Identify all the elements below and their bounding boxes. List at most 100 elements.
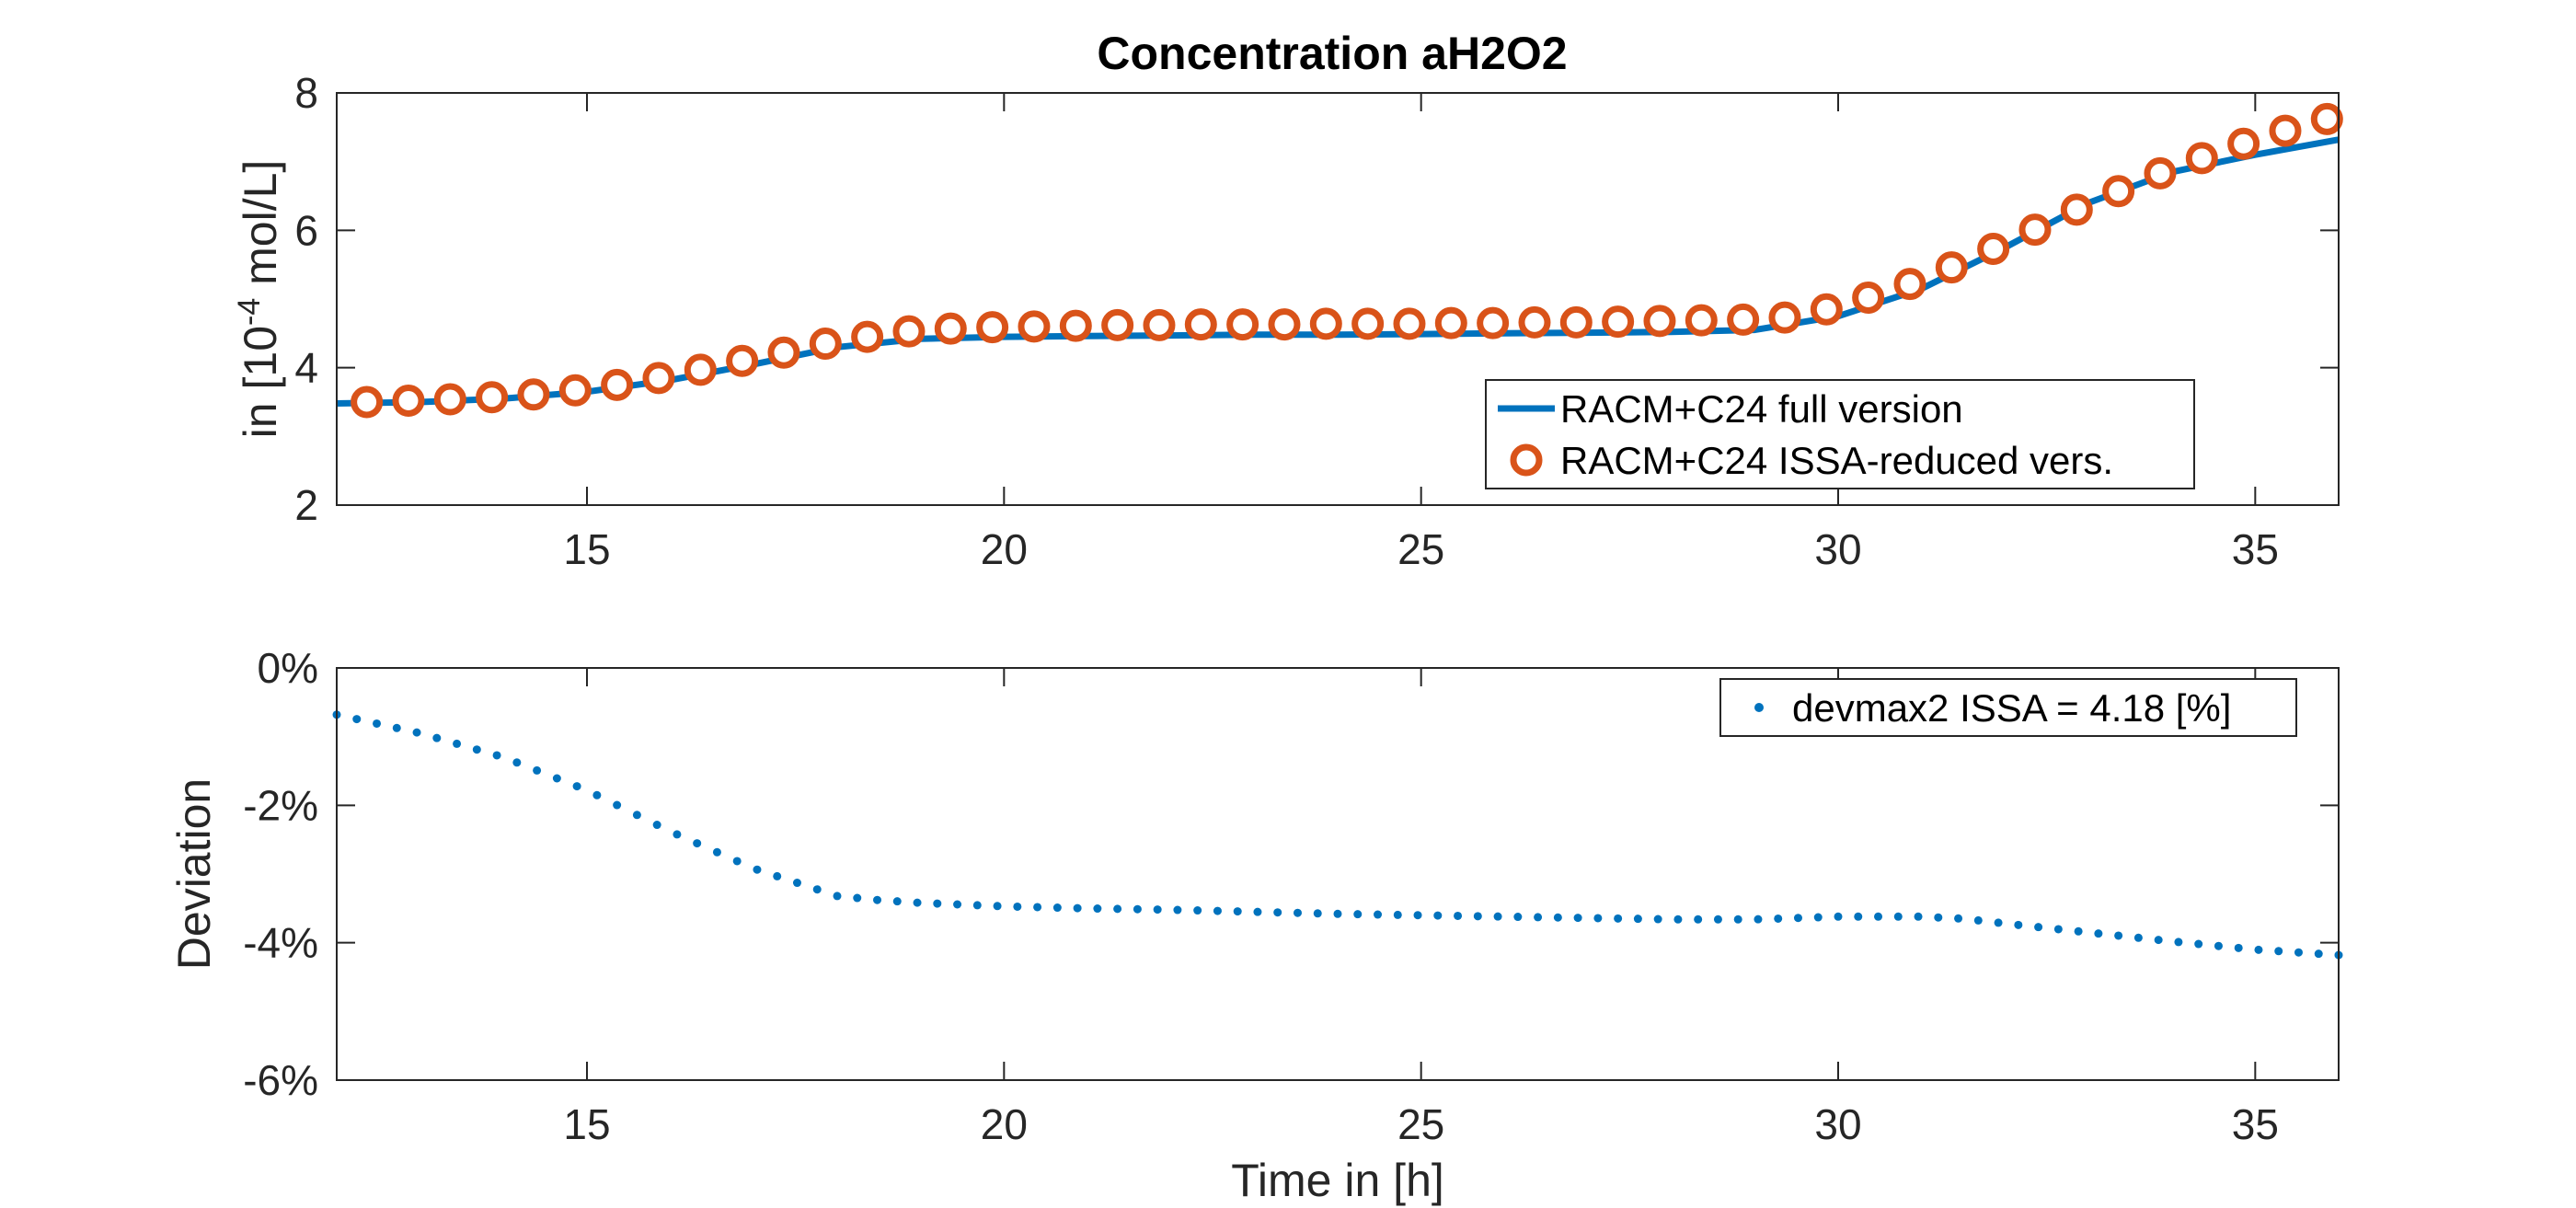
data-point-deviation (1073, 903, 1082, 913)
data-point-deviation (652, 821, 661, 830)
bottom-x-tick-label: 30 (1814, 1100, 1861, 1148)
data-point-deviation (1673, 915, 1683, 924)
data-point-deviation (2234, 943, 2243, 952)
data-point-deviation (1052, 903, 1062, 913)
top-legend: RACM+C24 full version RACM+C24 ISSA-redu… (1485, 379, 2195, 489)
data-point-reduced (2269, 114, 2302, 147)
top-x-tick-label: 20 (981, 525, 1028, 573)
data-point-deviation (1893, 912, 1903, 921)
data-point-reduced (726, 344, 759, 377)
data-point-deviation (1213, 906, 1222, 915)
data-point-deviation (412, 728, 421, 737)
data-point-deviation (613, 800, 622, 810)
data-point-reduced (1184, 308, 1217, 341)
data-point-deviation (1193, 906, 1202, 915)
bottom-y-tick-label: -2% (243, 781, 318, 829)
data-point-reduced (1059, 309, 1092, 342)
bottom-axes-frame (336, 667, 2340, 1081)
data-point-deviation (792, 879, 801, 888)
data-point-deviation (1253, 907, 1262, 916)
x-axis-label: Time in [h] (1231, 1155, 1444, 1206)
bottom-legend-box (1719, 678, 2297, 737)
data-point-reduced (1518, 305, 1551, 339)
data-point-reduced (684, 353, 717, 386)
data-point-deviation (453, 739, 462, 748)
data-point-deviation (1273, 908, 1282, 917)
data-point-deviation (1553, 913, 1562, 922)
data-point-deviation (1994, 918, 2003, 927)
data-point-reduced (809, 328, 842, 361)
data-point-deviation (673, 830, 682, 839)
data-point-deviation (492, 751, 501, 760)
data-point-deviation (1774, 914, 1783, 923)
data-point-deviation (1614, 914, 1623, 923)
top-axes-frame (336, 92, 2340, 506)
data-point-deviation (1834, 912, 1843, 921)
data-point-deviation (1813, 913, 1823, 922)
data-point-deviation (712, 847, 721, 857)
data-point-reduced (1309, 307, 1342, 340)
data-point-deviation (1754, 915, 1763, 924)
data-point-reduced (1810, 293, 1843, 326)
data-point-deviation (472, 745, 481, 754)
data-point-deviation (2214, 941, 2223, 950)
data-point-deviation (1874, 912, 1883, 921)
data-point-deviation (632, 811, 641, 820)
data-point-deviation (1633, 915, 1642, 924)
top-y-tick-label: 2 (294, 481, 318, 529)
data-point-deviation (812, 885, 822, 894)
data-point-deviation (512, 758, 522, 767)
series-line-full-version (336, 136, 2340, 407)
data-point-deviation (732, 857, 742, 866)
data-point-reduced (1935, 251, 1968, 284)
data-point-deviation (352, 715, 362, 724)
data-point-reduced (1268, 308, 1301, 341)
data-point-reduced (2310, 102, 2343, 135)
data-point-deviation (2314, 949, 2323, 959)
data-point-deviation (1733, 915, 1742, 924)
data-point-deviation (2274, 947, 2283, 956)
data-point-deviation (1593, 914, 1603, 923)
data-point-deviation (1013, 902, 1022, 911)
data-point-deviation (1493, 912, 1502, 921)
data-point-deviation (1454, 911, 1463, 920)
data-point-deviation (592, 790, 602, 800)
data-point-deviation (773, 871, 782, 880)
data-point-deviation (972, 901, 982, 910)
top-axes: 15 20 25 30 35 2 4 6 8 in [10-4 mol/L] RACM+C24 … (232, 69, 2343, 573)
data-point-reduced (351, 385, 384, 419)
bottom-legend: devmax2 ISSA = 4.18 [%] (1719, 678, 2297, 737)
data-point-reduced (1018, 310, 1051, 343)
data-point-deviation (432, 733, 442, 742)
bottom-x-tick-label: 20 (981, 1100, 1028, 1148)
data-point-deviation (913, 898, 922, 907)
data-point-reduced (934, 312, 967, 345)
data-point-deviation (373, 719, 382, 728)
data-point-deviation (392, 723, 401, 732)
data-point-deviation (1313, 909, 1322, 918)
data-point-deviation (2254, 945, 2263, 954)
data-point-deviation (1954, 914, 1963, 923)
data-point-reduced (1685, 304, 1718, 337)
data-point-reduced (1643, 305, 1676, 338)
data-point-deviation (1293, 908, 1302, 917)
legend-dot-swatch (1754, 703, 1764, 712)
bottom-y-tick-label: -4% (243, 919, 318, 967)
data-point-reduced (642, 362, 675, 395)
data-point-deviation (2053, 925, 2063, 934)
data-point-deviation (833, 892, 842, 901)
data-point-deviation (1173, 905, 1182, 915)
top-y-axis-label: in [10-4 mol/L] (232, 160, 286, 439)
top-y-tick-label: 6 (294, 206, 318, 254)
data-point-deviation (2174, 938, 2183, 947)
bottom-axes: 15 20 25 30 35 0% -2% -4% -6% Deviation Time in … (168, 644, 2343, 1206)
data-point-deviation (2294, 948, 2303, 957)
data-point-deviation (1093, 904, 1102, 914)
data-point-deviation (1233, 907, 1242, 916)
top-x-tick-label: 30 (1814, 525, 1861, 573)
data-point-reduced (1393, 307, 1426, 340)
data-point-reduced (1559, 305, 1593, 339)
data-point-reduced (2102, 175, 2135, 208)
data-point-reduced (433, 383, 466, 416)
data-point-deviation (1353, 910, 1363, 919)
